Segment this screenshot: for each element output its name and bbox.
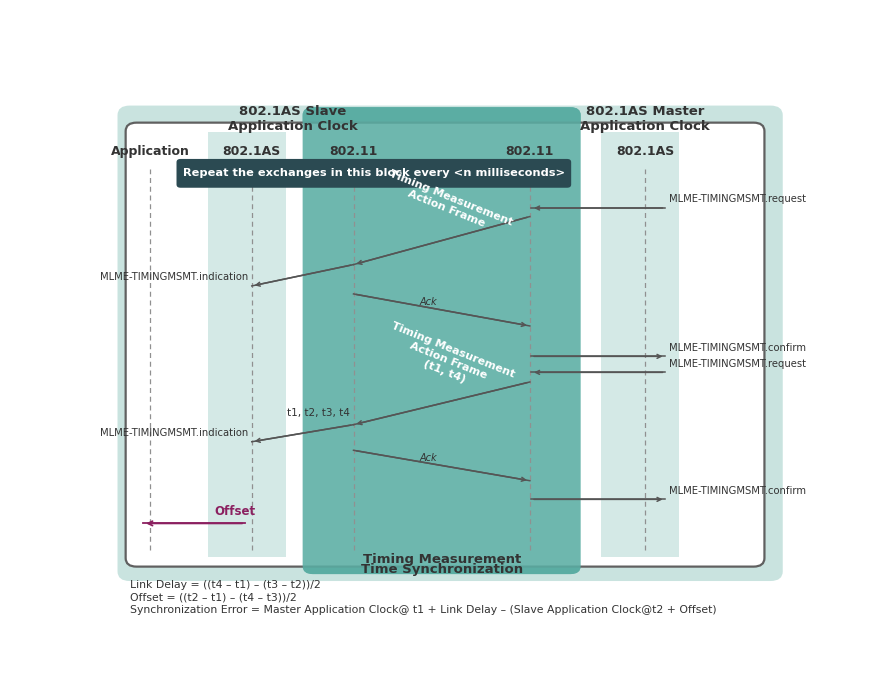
Text: MLME-TIMINGMSMT.indication: MLME-TIMINGMSMT.indication: [100, 428, 248, 438]
FancyBboxPatch shape: [207, 132, 285, 557]
Text: Ack: Ack: [419, 297, 437, 307]
Text: 802.1AS: 802.1AS: [616, 145, 675, 158]
Text: MLME-TIMINGMSMT.request: MLME-TIMINGMSMT.request: [668, 194, 806, 204]
Text: 802.11: 802.11: [506, 145, 554, 158]
Text: Timing Measurement: Timing Measurement: [362, 552, 521, 565]
Text: Timing Measurement
Action Frame: Timing Measurement Action Frame: [383, 168, 514, 238]
Text: t1, t2, t3, t4: t1, t2, t3, t4: [287, 408, 350, 419]
FancyBboxPatch shape: [117, 105, 783, 581]
FancyBboxPatch shape: [601, 132, 679, 557]
FancyBboxPatch shape: [177, 159, 571, 188]
FancyBboxPatch shape: [126, 123, 765, 567]
Text: MLME-TIMINGMSMT.indication: MLME-TIMINGMSMT.indication: [100, 272, 248, 282]
Text: 802.11: 802.11: [329, 145, 378, 158]
Text: MLME-TIMINGMSMT.request: MLME-TIMINGMSMT.request: [668, 359, 806, 369]
Text: 802.1AS: 802.1AS: [222, 145, 281, 158]
Text: 802.1AS Master
Application Clock: 802.1AS Master Application Clock: [580, 105, 710, 132]
Text: MLME-TIMINGMSMT.confirm: MLME-TIMINGMSMT.confirm: [668, 342, 806, 353]
Text: Offset = ((t2 – t1) – (t4 – t3))/2: Offset = ((t2 – t1) – (t4 – t3))/2: [130, 593, 297, 603]
Text: Time Synchronization: Time Synchronization: [360, 563, 522, 577]
FancyBboxPatch shape: [303, 107, 581, 574]
Text: 802.1AS Slave
Application Clock: 802.1AS Slave Application Clock: [228, 105, 357, 132]
Text: Offset: Offset: [214, 505, 256, 518]
Text: Timing Measurement
Action Frame
(t1, t4): Timing Measurement Action Frame (t1, t4): [381, 320, 516, 401]
Text: Application: Application: [110, 145, 190, 158]
FancyBboxPatch shape: [303, 107, 581, 574]
Text: MLME-TIMINGMSMT.confirm: MLME-TIMINGMSMT.confirm: [668, 486, 806, 495]
Text: Synchronization Error = Master Application Clock@ t1 + Link Delay – (Slave Appli: Synchronization Error = Master Applicati…: [130, 605, 717, 615]
Text: Link Delay = ((t4 – t1) – (t3 – t2))/2: Link Delay = ((t4 – t1) – (t3 – t2))/2: [130, 581, 320, 590]
Text: Repeat the exchanges in this block every <n milliseconds>: Repeat the exchanges in this block every…: [183, 168, 565, 178]
Text: Ack: Ack: [419, 453, 437, 463]
